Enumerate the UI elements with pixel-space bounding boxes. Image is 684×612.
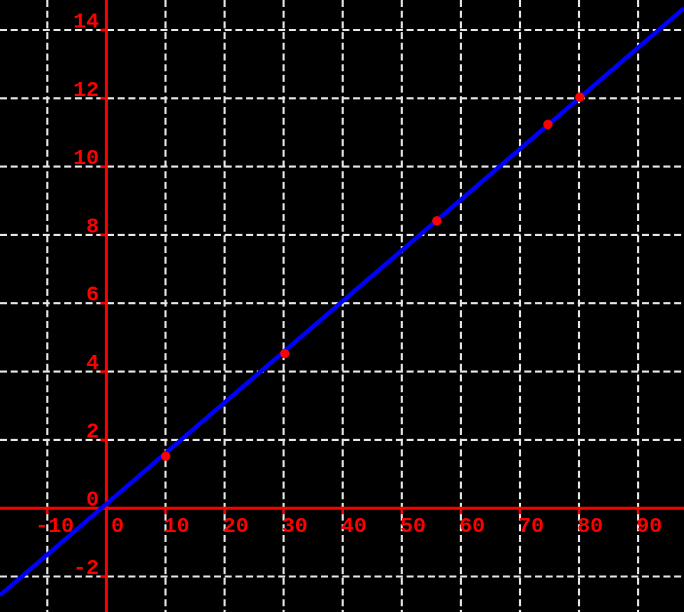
- svg-text:-10: -10: [35, 515, 74, 539]
- svg-text:12: 12: [73, 79, 99, 103]
- svg-text:30: 30: [282, 515, 308, 539]
- svg-text:4: 4: [86, 352, 99, 376]
- svg-text:80: 80: [577, 515, 603, 539]
- svg-text:-2: -2: [73, 557, 99, 581]
- svg-text:10: 10: [73, 147, 99, 171]
- svg-text:60: 60: [459, 515, 485, 539]
- svg-text:0: 0: [86, 489, 99, 513]
- svg-text:14: 14: [73, 11, 99, 35]
- svg-text:20: 20: [223, 515, 249, 539]
- svg-text:0: 0: [111, 515, 124, 539]
- svg-text:90: 90: [636, 515, 662, 539]
- svg-text:70: 70: [518, 515, 544, 539]
- svg-text:40: 40: [341, 515, 367, 539]
- svg-text:10: 10: [164, 515, 190, 539]
- svg-text:8: 8: [86, 215, 99, 239]
- svg-text:6: 6: [86, 284, 99, 308]
- svg-text:2: 2: [86, 420, 99, 444]
- svg-text:50: 50: [400, 515, 426, 539]
